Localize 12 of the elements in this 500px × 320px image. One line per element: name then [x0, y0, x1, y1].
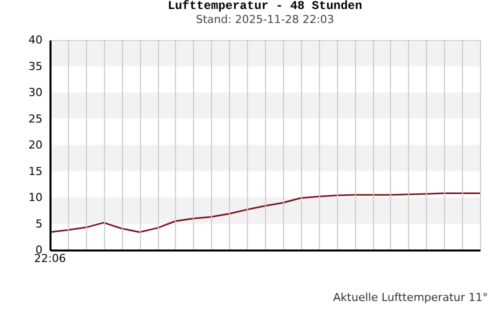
- y-tick-label: 10: [28, 191, 42, 204]
- y-tick-label: 30: [28, 86, 42, 99]
- chart-title: Lufttemperatur - 48 Stunden: [168, 0, 362, 13]
- y-tick-label: 15: [28, 164, 42, 178]
- text: Aktuelle Lufttemperatur 11°: [333, 291, 488, 304]
- chart-subtitle: Stand: 2025-11-28 22:03: [196, 13, 334, 26]
- y-tick-label: 35: [28, 60, 42, 73]
- y-tick-label: 5: [36, 217, 42, 230]
- y-tick-label: 40: [28, 34, 42, 46]
- y-tick-label: 25: [28, 112, 42, 126]
- text: 22:06: [34, 252, 66, 265]
- y-tick-label: 20: [28, 138, 42, 152]
